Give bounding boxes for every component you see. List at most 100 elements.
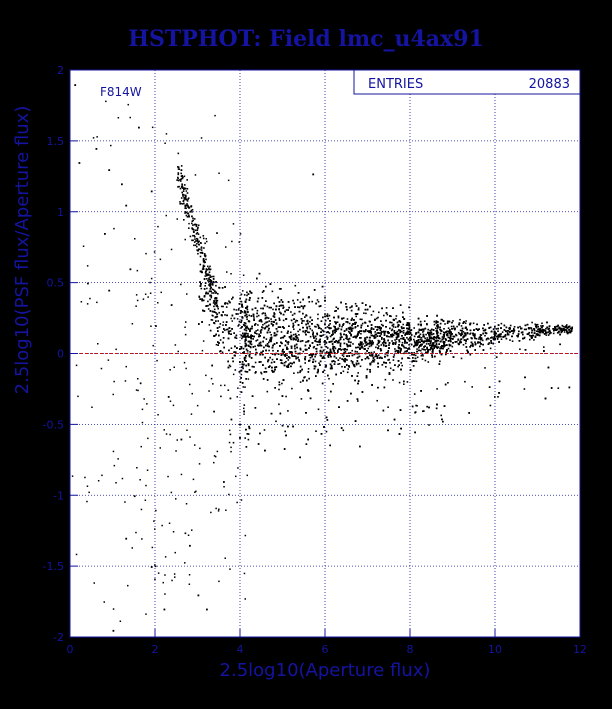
data-point <box>348 330 350 333</box>
data-point <box>240 300 243 303</box>
data-point <box>322 371 324 373</box>
data-point <box>231 298 233 300</box>
data-point <box>333 325 335 328</box>
data-point <box>355 363 358 366</box>
data-point <box>474 337 476 340</box>
data-point <box>441 345 443 347</box>
data-point <box>259 335 261 337</box>
data-point <box>449 333 451 335</box>
data-point <box>332 333 334 336</box>
data-point <box>246 335 249 337</box>
data-point <box>399 329 401 332</box>
data-point <box>354 326 357 328</box>
data-point <box>385 326 387 328</box>
data-point <box>437 339 439 342</box>
data-point <box>229 397 232 400</box>
data-point <box>357 332 359 335</box>
data-point <box>416 340 418 342</box>
data-point <box>566 331 568 334</box>
data-point <box>397 347 400 349</box>
data-point <box>494 396 496 398</box>
data-point <box>542 330 544 332</box>
data-point <box>314 355 316 358</box>
data-point <box>564 326 567 328</box>
data-point <box>383 334 386 336</box>
data-point <box>241 303 243 306</box>
data-point <box>246 318 248 320</box>
data-point <box>294 350 297 353</box>
data-point <box>241 363 243 365</box>
data-point <box>315 340 318 343</box>
data-point <box>351 375 353 377</box>
data-point <box>395 332 397 334</box>
data-point <box>429 348 432 351</box>
data-point <box>387 350 390 352</box>
data-point <box>379 348 382 350</box>
data-point <box>569 331 572 334</box>
data-point <box>405 347 408 349</box>
data-point <box>253 317 255 319</box>
data-point <box>225 324 227 326</box>
data-point <box>287 359 290 361</box>
data-point <box>398 320 401 322</box>
data-point <box>251 308 254 311</box>
data-point <box>263 429 266 431</box>
data-point <box>343 351 346 354</box>
data-point <box>432 329 435 331</box>
data-point <box>447 340 450 342</box>
data-point <box>416 356 419 359</box>
data-point <box>317 324 320 327</box>
data-point <box>370 332 372 334</box>
data-point <box>299 328 301 331</box>
data-point <box>345 306 348 308</box>
data-point <box>433 323 436 326</box>
data-point <box>204 285 206 287</box>
data-point <box>364 342 367 344</box>
data-point <box>319 349 322 352</box>
data-point <box>386 354 389 357</box>
data-point <box>493 336 495 338</box>
data-point <box>280 337 282 339</box>
data-point <box>501 331 504 333</box>
data-point <box>282 304 284 307</box>
data-point <box>389 321 391 324</box>
data-point <box>394 326 397 328</box>
data-point <box>251 335 253 337</box>
data-point <box>245 307 247 309</box>
data-point <box>347 352 350 354</box>
data-point <box>413 352 415 354</box>
data-point <box>244 301 247 303</box>
data-point <box>416 350 418 353</box>
data-point <box>371 355 374 357</box>
data-point <box>368 352 370 354</box>
data-point <box>244 332 246 335</box>
data-point <box>204 282 207 284</box>
data-point <box>242 332 244 335</box>
data-point <box>373 337 376 339</box>
data-point <box>342 429 345 432</box>
data-point <box>311 355 313 358</box>
data-point <box>464 327 467 329</box>
data-point <box>210 290 212 293</box>
data-point <box>559 328 562 331</box>
data-point <box>471 386 473 388</box>
data-point <box>355 315 357 318</box>
data-point <box>369 331 371 334</box>
data-point <box>290 335 293 337</box>
data-point <box>364 340 367 343</box>
data-point <box>240 377 242 379</box>
data-point <box>556 328 559 330</box>
data-point <box>407 357 409 359</box>
data-point <box>524 376 526 379</box>
data-point <box>384 378 387 381</box>
data-point <box>523 336 526 339</box>
data-point <box>523 328 526 331</box>
data-point <box>417 317 420 320</box>
data-point <box>326 351 328 353</box>
data-point <box>439 326 441 329</box>
data-point <box>222 305 224 308</box>
data-point <box>338 406 340 408</box>
data-point <box>401 364 403 367</box>
data-point <box>247 433 250 435</box>
